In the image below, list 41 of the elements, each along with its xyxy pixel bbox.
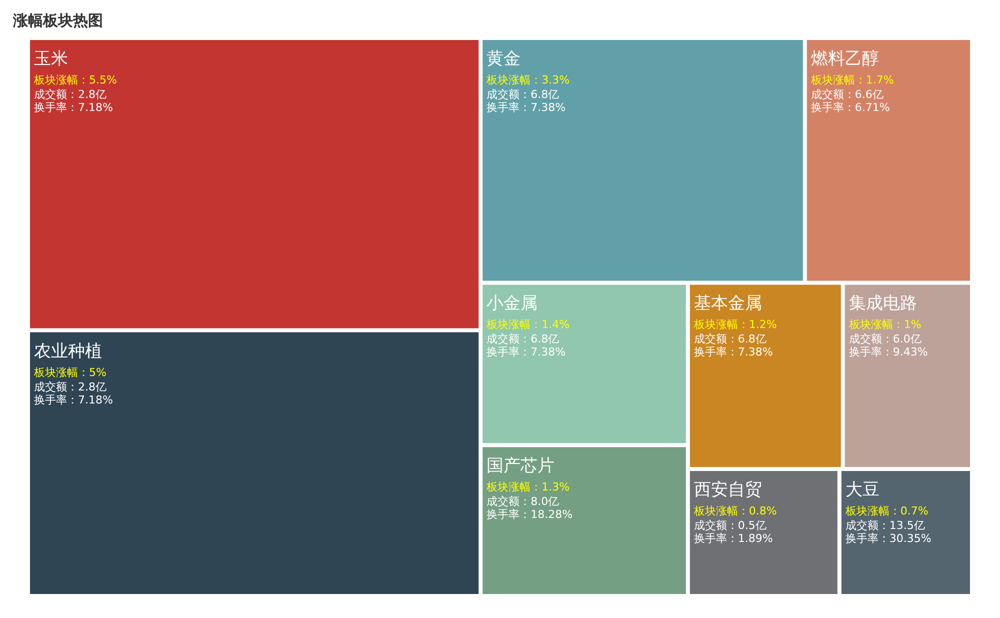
text: 换手率：9.43% <box>848 346 928 359</box>
text: 成交额：6.8亿 <box>486 88 560 101</box>
category-label: 玉米 <box>34 49 68 69</box>
data-label: 板块涨幅：0.7% <box>844 504 928 518</box>
text: 换手率：7.38% <box>486 346 566 359</box>
text: 换手率：6.71% <box>810 101 890 114</box>
category-label: 燃料乙醇 <box>810 49 879 69</box>
text: 成交额：6.8亿 <box>486 332 560 346</box>
text: 换手率：30.35% <box>845 532 932 545</box>
text: 涨幅板块热图 <box>12 12 103 30</box>
category-label: 基本金属 <box>694 294 762 314</box>
category-label: 农业种植 <box>34 341 102 362</box>
category-label: 黄金 <box>486 49 521 69</box>
data-label: 板块涨幅：3.3% <box>486 74 570 86</box>
text: 成交额：8.0亿 <box>486 495 560 508</box>
text: 成交额：13.5亿 <box>845 519 925 532</box>
text: 换手率：7.18% <box>34 101 113 114</box>
data-label: 板块涨幅：1.7% <box>810 74 894 86</box>
category-label: 小金属 <box>486 294 538 314</box>
data-label: 板块涨幅：0.8% <box>692 504 777 518</box>
data-label: 板块涨幅：1.3% <box>486 480 570 494</box>
text: 换手率：7.38% <box>694 346 773 359</box>
text: 换手率：7.38% <box>486 101 566 114</box>
data-label: 板块涨幅：5% <box>33 366 106 379</box>
text: 成交额：6.8亿 <box>694 332 766 346</box>
data-label: 板块涨幅：1.2% <box>692 318 777 332</box>
text: 成交额：6.0亿 <box>848 332 922 346</box>
data-label: 板块涨幅：5.5% <box>33 74 117 86</box>
text: 成交额：6.6亿 <box>810 88 884 101</box>
text: 换手率：7.18% <box>34 393 113 406</box>
category-label: 国产芯片 <box>486 456 555 476</box>
category-label: 集成电路 <box>848 294 917 314</box>
data-label: 板块涨幅：1.4% <box>486 318 570 332</box>
data-label: 板块涨幅：1% <box>848 318 922 332</box>
text: 换手率：1.89% <box>694 532 773 545</box>
text: 成交额：2.8亿 <box>34 88 106 101</box>
category-label: 西安自贸 <box>694 480 762 500</box>
text: 成交额：0.5亿 <box>694 519 766 532</box>
text: 成交额：2.8亿 <box>34 380 106 394</box>
category-label: 大豆 <box>845 480 880 500</box>
text: 换手率：18.28% <box>486 508 573 522</box>
